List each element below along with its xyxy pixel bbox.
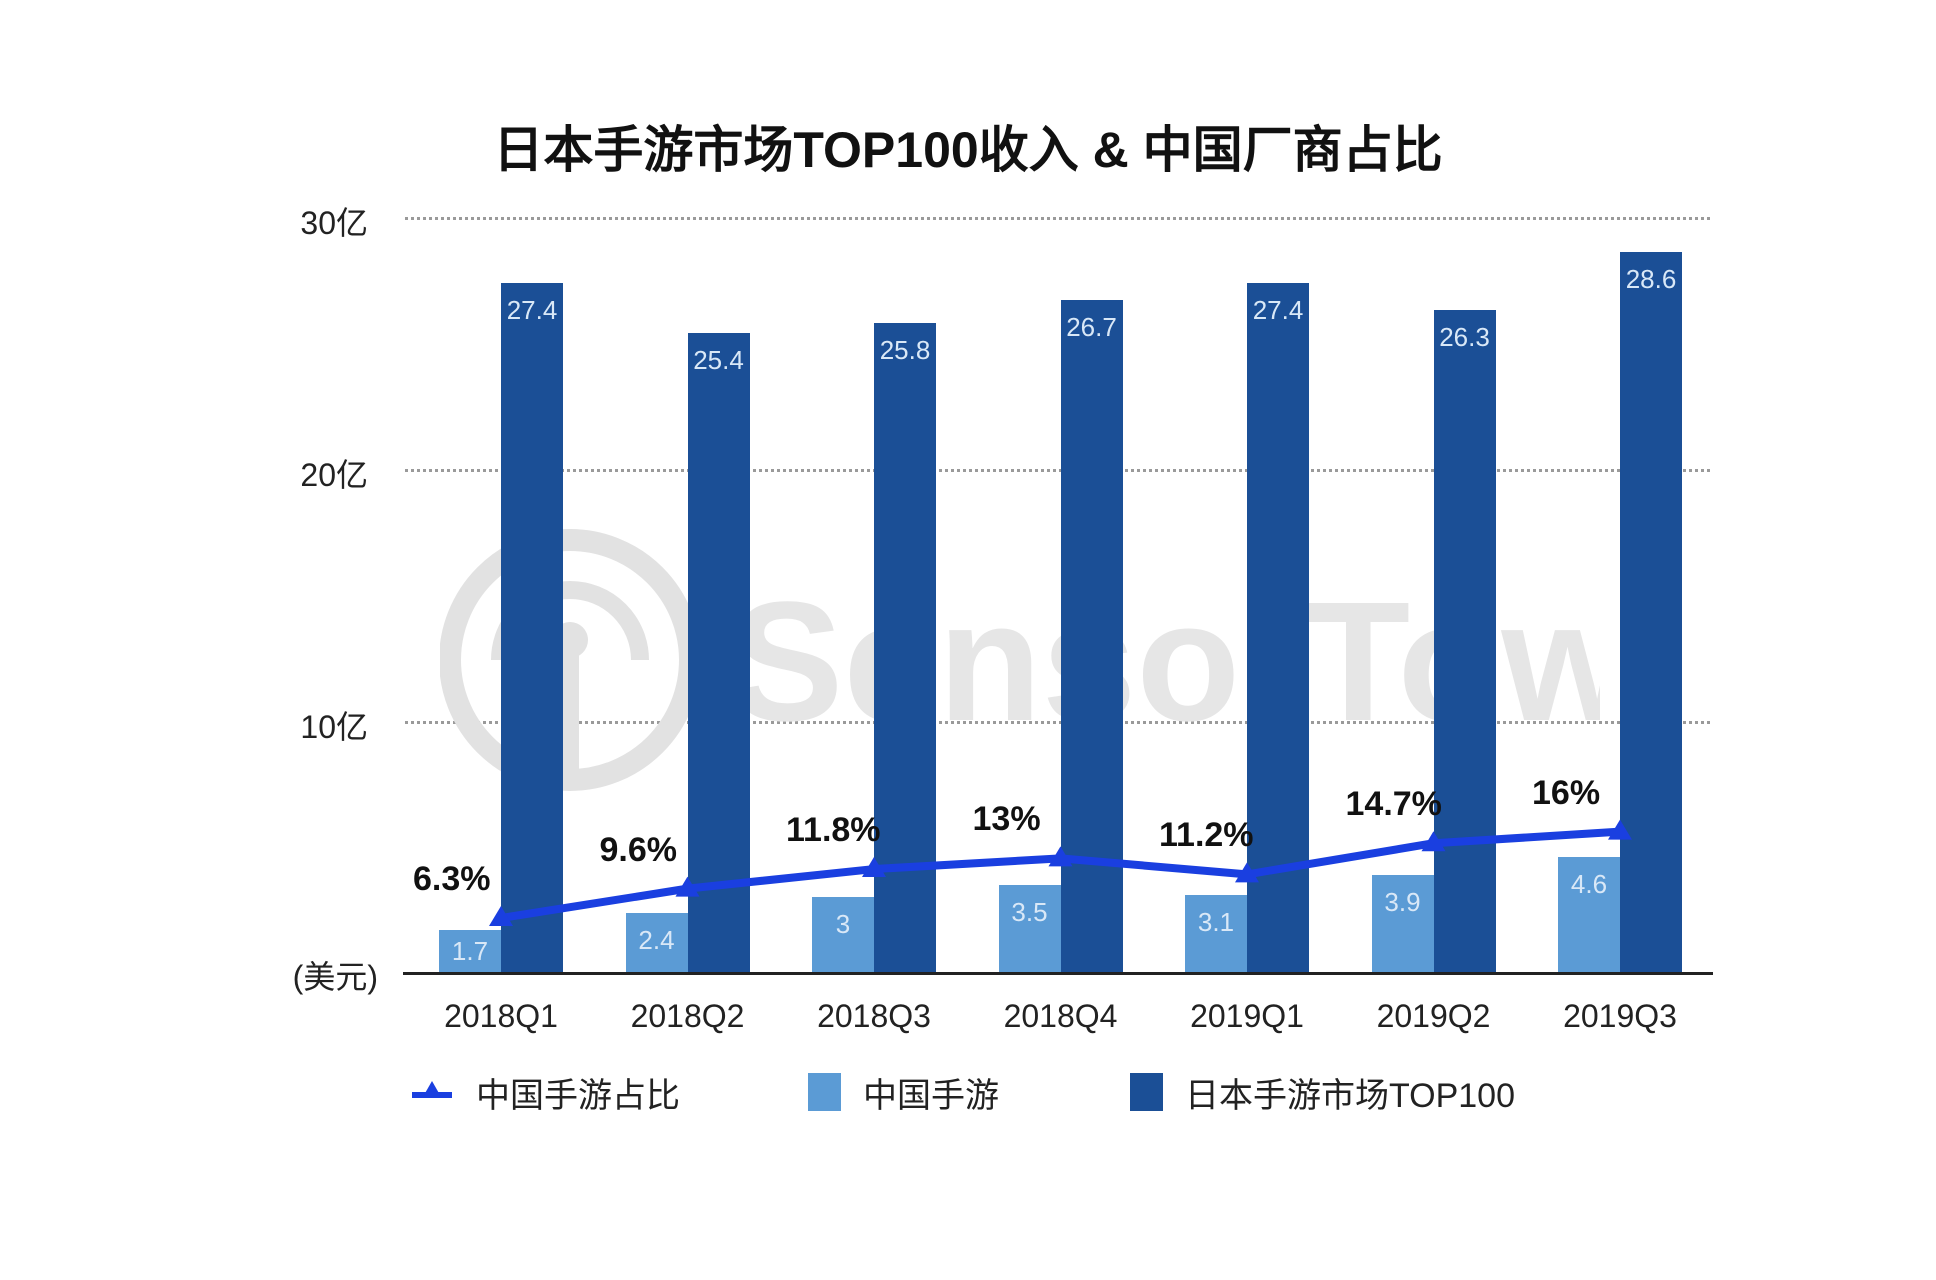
y-tick-10: 10亿 <box>300 709 368 745</box>
bar-value-label: 3.5 <box>1011 896 1048 927</box>
triangle-line-marker-icon <box>412 1081 452 1098</box>
bar-japan-top100: 26.3 <box>1433 310 1496 973</box>
bar-value-label: 3.1 <box>1197 906 1235 937</box>
legend-label-china-games: 中国手游 <box>863 1076 999 1115</box>
bar-china-games: 3.9 <box>1371 874 1434 973</box>
bar-value-label: 26.7 <box>1066 312 1117 343</box>
bar-value-label: 2.4 <box>638 924 675 955</box>
light-blue-swatch-icon <box>808 1073 841 1111</box>
x-tick-label: 2019Q1 <box>1190 998 1304 1034</box>
legend-label-share: 中国手游占比 <box>476 1076 680 1115</box>
bar-china-games: 3.5 <box>998 884 1061 973</box>
triangle-marker-icon <box>1421 831 1446 852</box>
share-value-label: 9.6% <box>599 830 678 869</box>
bar-china-games: 3 <box>812 897 874 973</box>
triangle-marker-icon <box>675 876 700 897</box>
gridline-30 <box>405 217 1710 220</box>
x-tick-label: 2019Q3 <box>1563 998 1677 1034</box>
legend-item-japan-top100[interactable]: 日本手游市场TOP100 <box>1130 1070 1516 1115</box>
triangle-marker-icon <box>1235 862 1259 883</box>
bar-japan-top100: 25.4 <box>687 332 750 973</box>
bar-china-games: 3.1 <box>1185 894 1247 973</box>
triangle-marker-icon <box>1608 819 1632 840</box>
x-axis-line <box>403 972 1713 975</box>
gridline-20 <box>405 469 1710 472</box>
bar-china-games: 4.6 <box>1558 857 1620 973</box>
legend-item-share[interactable]: 中国手游占比 <box>410 1070 680 1115</box>
legend-label-japan-top100: 日本手游市场TOP100 <box>1185 1076 1516 1115</box>
bar-value-label: 28.6 <box>1625 264 1677 295</box>
gridline-10 <box>405 721 1710 724</box>
bar-value-label: 4.6 <box>1570 869 1608 900</box>
bar-value-label: 25.8 <box>879 334 931 365</box>
bar-china-games: 2.4 <box>625 912 688 973</box>
legend-item-china-games[interactable]: 中国手游 <box>808 1070 999 1115</box>
triangle-marker-icon <box>489 906 513 926</box>
bar-value-label: 3 <box>835 909 851 940</box>
y-tick-30: 30亿 <box>300 205 368 241</box>
x-tick-label: 2018Q3 <box>817 998 931 1034</box>
share-value-label: 16% <box>1532 773 1601 812</box>
bar-value-label: 27.4 <box>1252 294 1304 325</box>
triangle-marker-icon <box>1048 846 1073 867</box>
bar-value-label: 1.7 <box>451 936 489 967</box>
x-tick-label: 2018Q4 <box>1003 998 1118 1034</box>
y-unit-label: (美元) <box>292 959 378 995</box>
bar-value-label: 3.9 <box>1384 886 1421 917</box>
dark-blue-swatch-icon <box>1130 1073 1163 1111</box>
share-value-label: 14.7% <box>1345 785 1442 824</box>
share-value-label: 11.8% <box>786 811 881 850</box>
bar-china-games: 1.7 <box>439 930 501 973</box>
triangle-marker-icon <box>862 857 886 878</box>
bar-value-label: 26.3 <box>1439 322 1490 353</box>
share-value-label: 11.2% <box>1159 816 1254 855</box>
x-tick-label: 2018Q2 <box>630 998 745 1034</box>
x-tick-label: 2018Q1 <box>444 998 558 1034</box>
bar-value-label: 25.4 <box>693 344 744 375</box>
chart-title: 日本手游市场TOP100收入 & 中国厂商占比 <box>493 122 1443 178</box>
share-value-label: 13% <box>972 800 1041 839</box>
bar-japan-top100: 27.4 <box>1247 282 1309 973</box>
share-value-label: 6.3% <box>413 860 491 898</box>
x-tick-label: 2019Q2 <box>1376 998 1491 1034</box>
bar-japan-top100: 27.4 <box>501 282 563 973</box>
bar-value-label: 27.4 <box>506 294 558 325</box>
bar-japan-top100: 28.6 <box>1620 252 1682 973</box>
y-tick-20: 20亿 <box>300 457 368 493</box>
